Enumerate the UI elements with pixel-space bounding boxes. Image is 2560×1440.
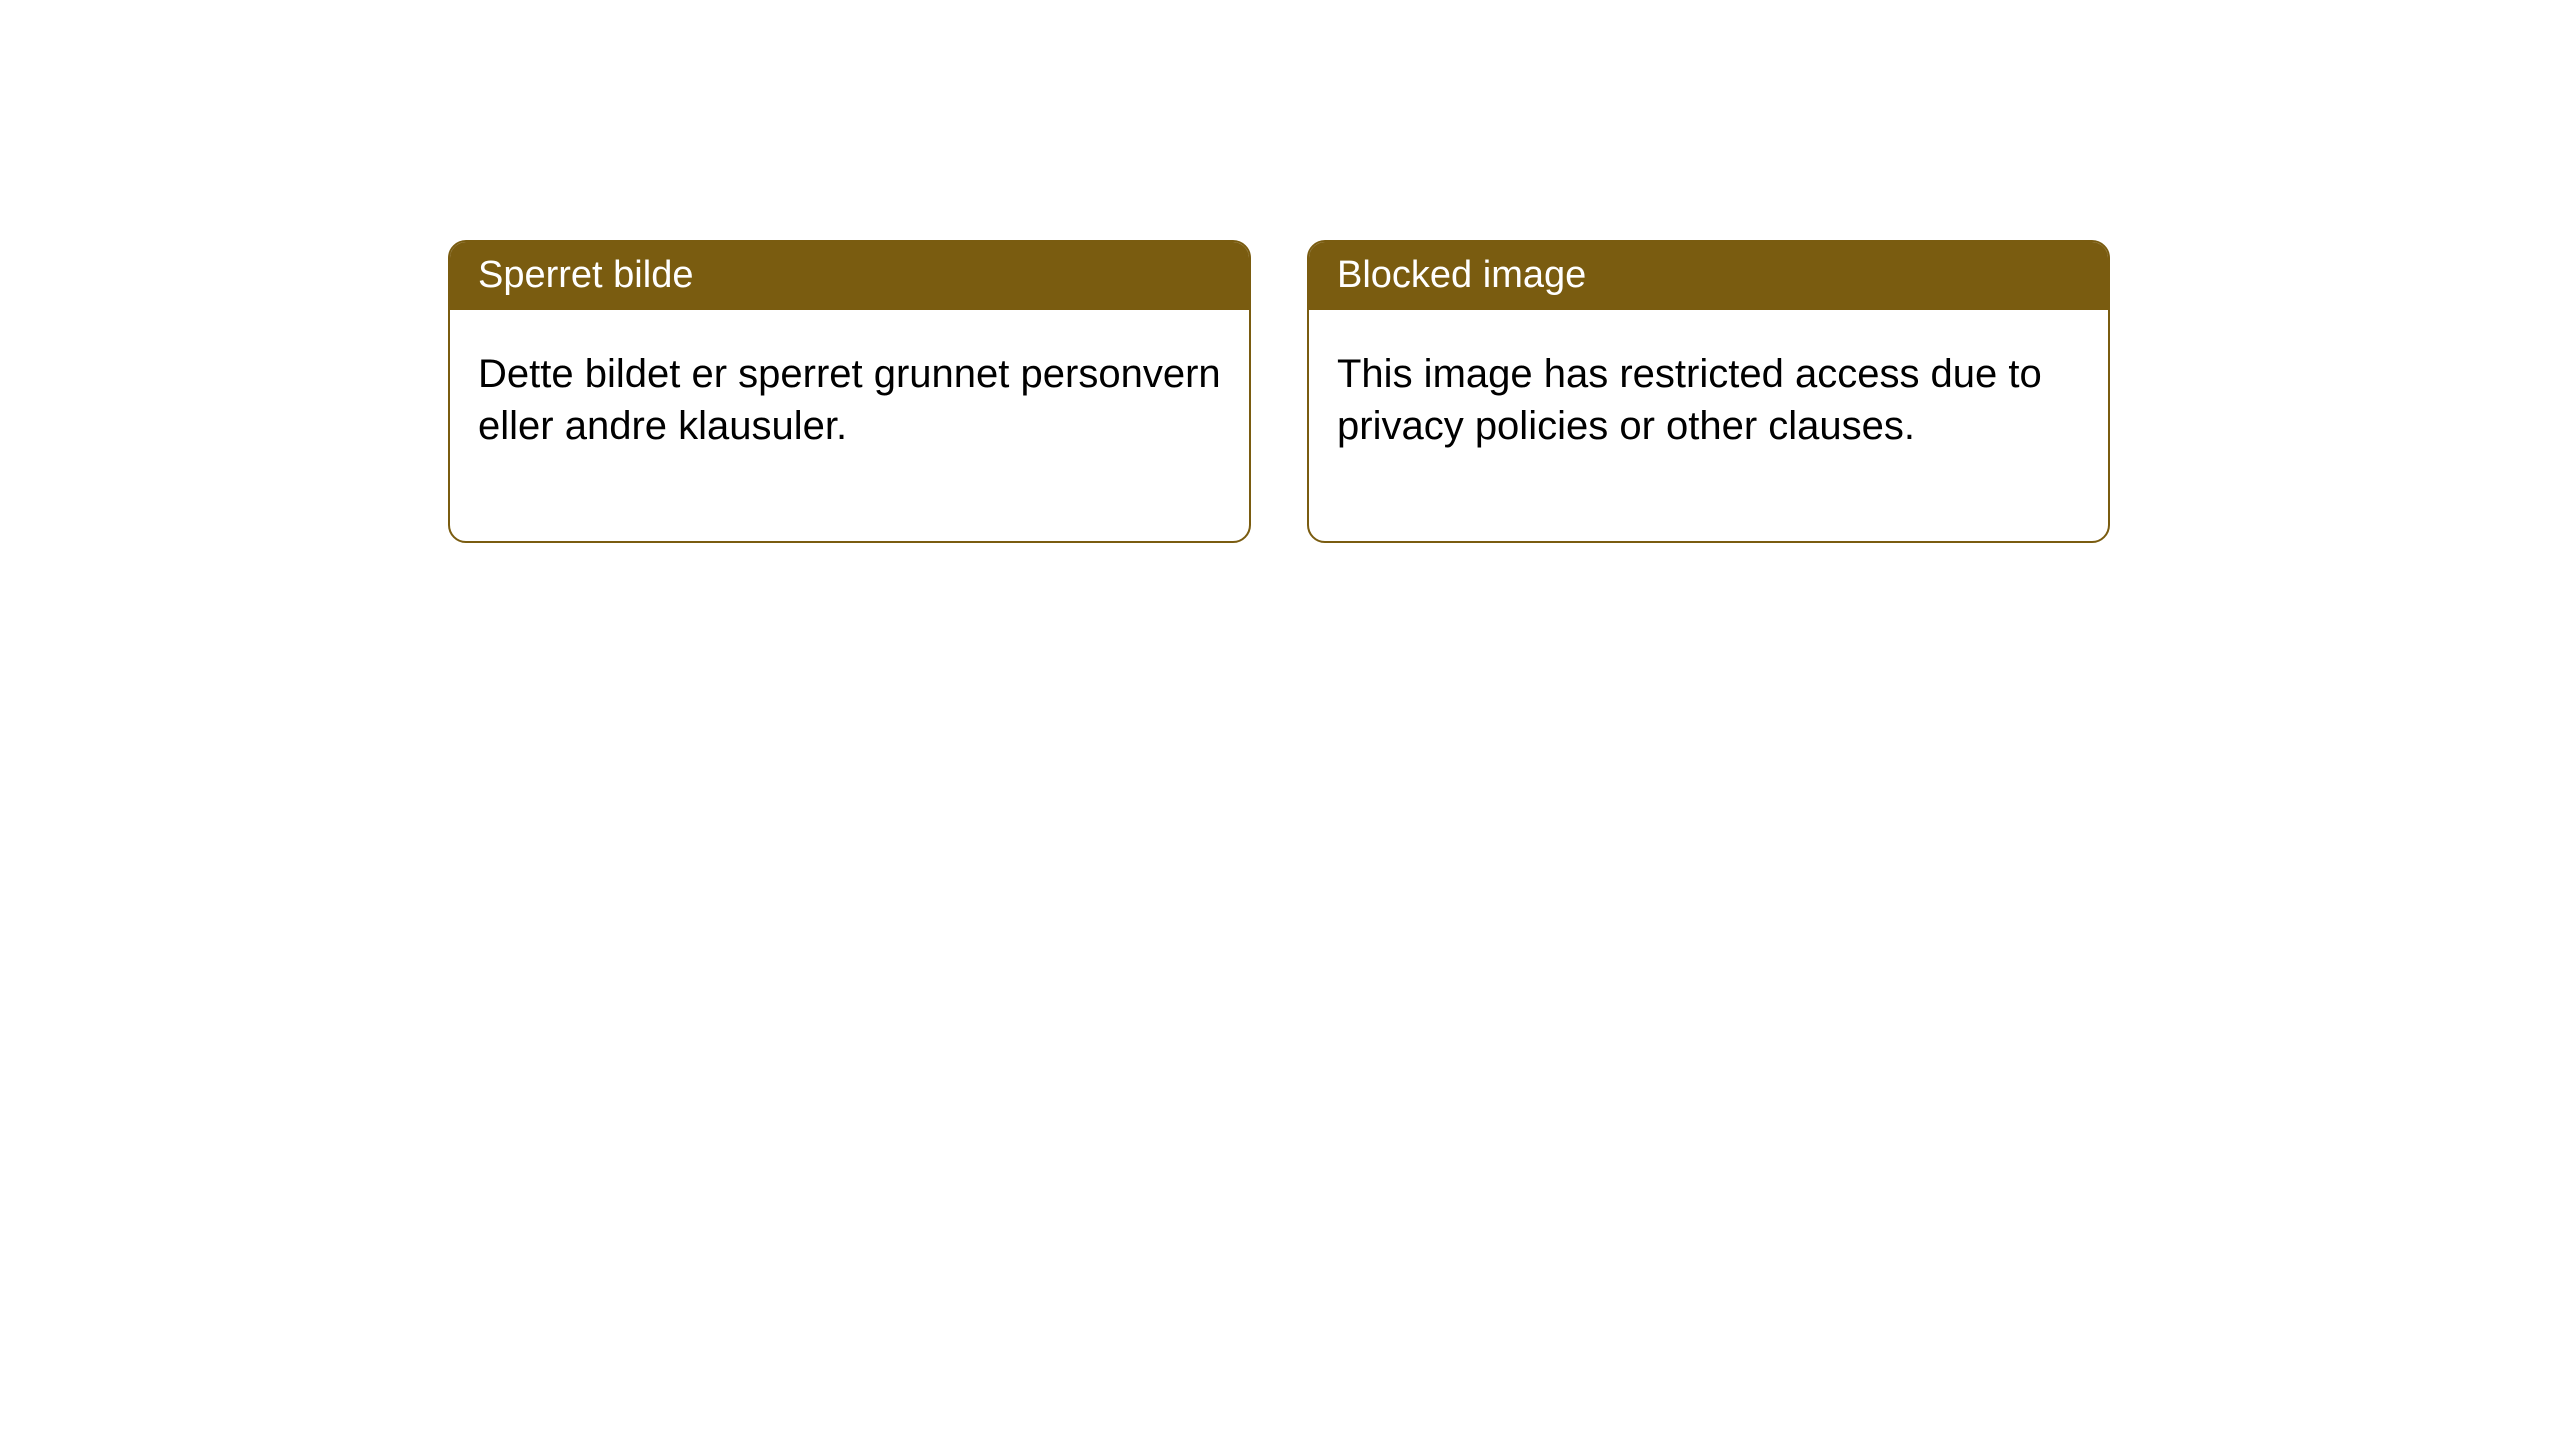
card-body: Dette bildet er sperret grunnet personve… (450, 310, 1249, 542)
card-header: Blocked image (1309, 242, 2108, 310)
card-body: This image has restricted access due to … (1309, 310, 2108, 542)
blocked-image-card-no: Sperret bilde Dette bildet er sperret gr… (448, 240, 1251, 543)
card-header: Sperret bilde (450, 242, 1249, 310)
cards-container: Sperret bilde Dette bildet er sperret gr… (0, 0, 2560, 543)
blocked-image-card-en: Blocked image This image has restricted … (1307, 240, 2110, 543)
